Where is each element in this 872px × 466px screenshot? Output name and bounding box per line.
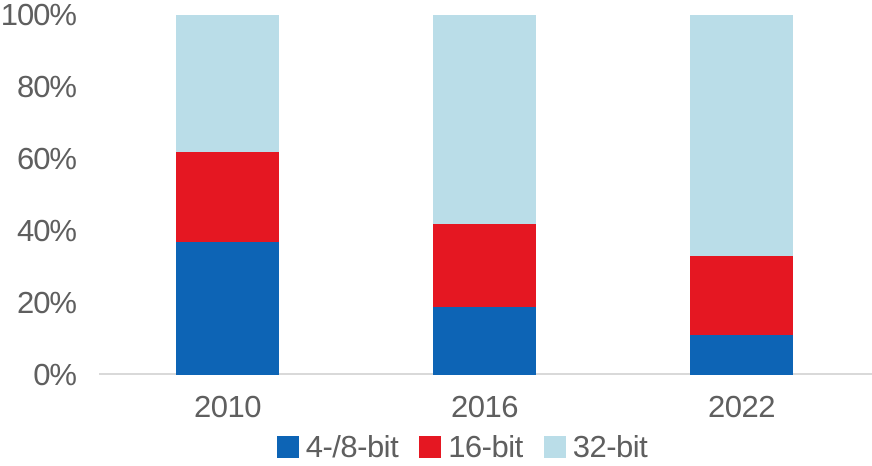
bar-segment-16-bit-2010 <box>176 151 279 242</box>
legend-item-16-bit: 16-bit <box>419 429 523 465</box>
legend-swatch-4-8-bit <box>276 436 299 458</box>
y-axis-tick-label: 60% <box>16 141 77 176</box>
legend-item-32-bit: 32-bit <box>543 429 648 465</box>
legend: 4-/8-bit 16-bit 32-bit <box>0 429 872 465</box>
y-axis-tick-label: 100% <box>0 0 77 32</box>
y-axis-tick-label: 80% <box>16 69 77 104</box>
bar-segment-4-8-bit-2016 <box>433 306 536 375</box>
x-axis-label-2010: 2010 <box>194 389 261 424</box>
legend-item-4-8-bit: 4-/8-bit <box>276 429 399 465</box>
bar-2010 <box>176 15 279 375</box>
bar-2016 <box>433 15 536 375</box>
bar-segment-32-bit-2016 <box>433 15 536 224</box>
y-axis-tick-label: 20% <box>16 285 77 320</box>
bar-segment-16-bit-2022 <box>690 256 793 336</box>
bar-segment-4-8-bit-2010 <box>176 241 279 375</box>
bar-2022 <box>690 15 793 375</box>
y-axis-tick-label: 0% <box>33 357 77 392</box>
legend-label-4-8-bit: 4-/8-bit <box>305 429 399 464</box>
x-axis-label-2016: 2016 <box>451 389 518 424</box>
bar-segment-16-bit-2016 <box>433 223 536 307</box>
y-axis-tick-label: 40% <box>16 213 77 248</box>
legend-label-16-bit: 16-bit <box>448 429 523 464</box>
x-axis-label-2022: 2022 <box>708 389 775 424</box>
bar-segment-32-bit-2010 <box>176 15 279 152</box>
bar-segment-32-bit-2022 <box>690 15 793 257</box>
legend-swatch-32-bit <box>543 436 566 458</box>
bar-segment-4-8-bit-2022 <box>690 335 793 375</box>
legend-label-32-bit: 32-bit <box>572 429 648 464</box>
legend-swatch-16-bit <box>419 436 442 458</box>
